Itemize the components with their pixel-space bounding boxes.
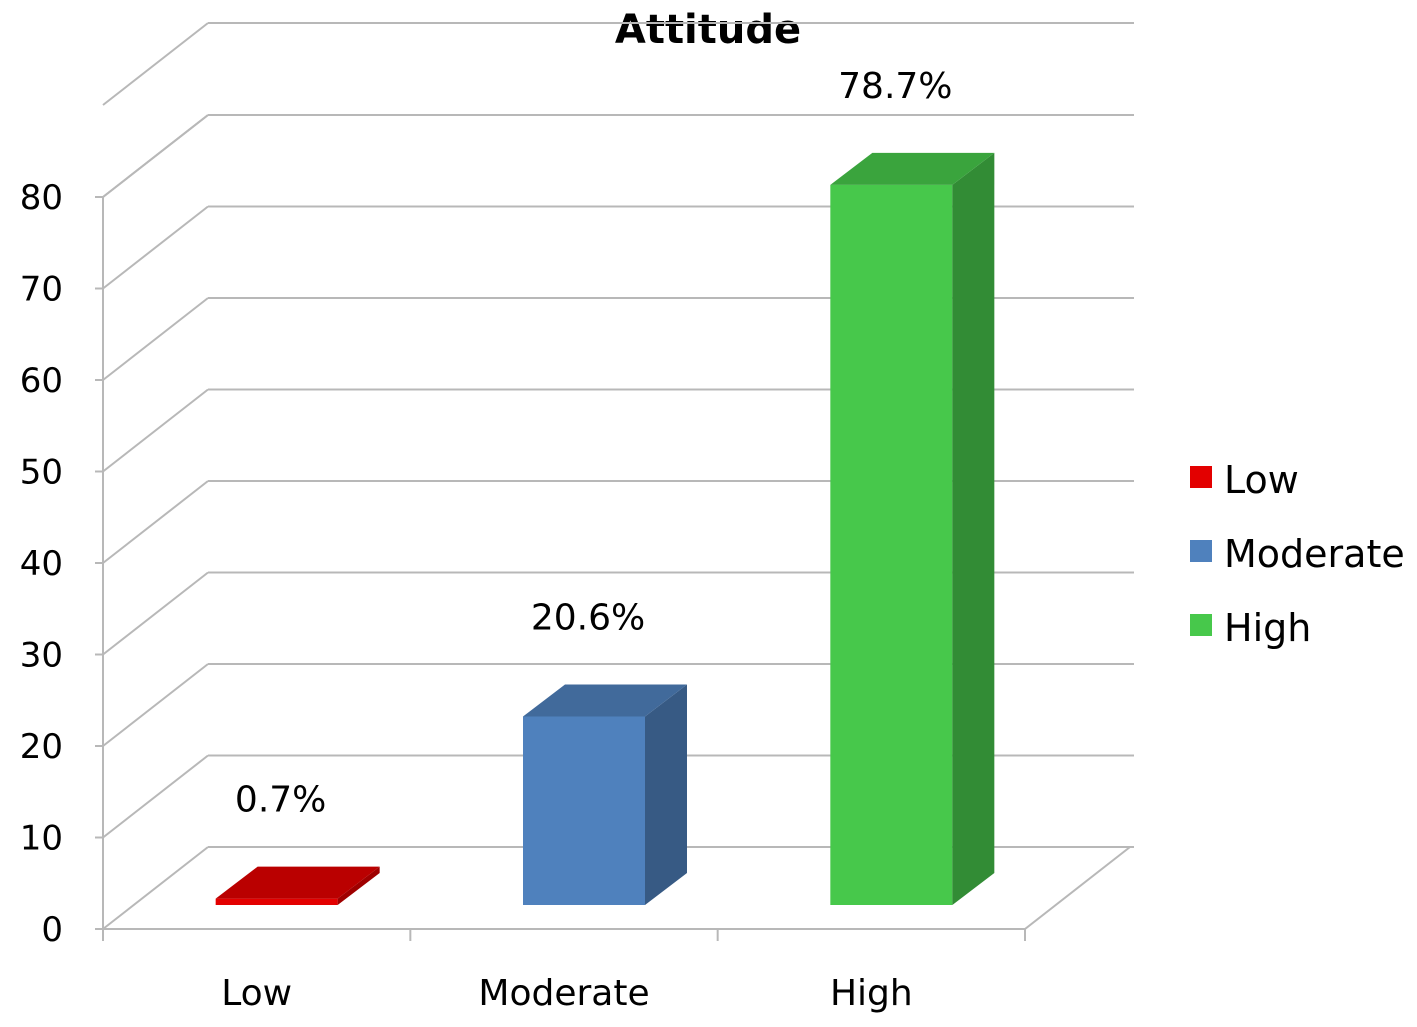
bar-front bbox=[830, 184, 953, 905]
bar-front bbox=[215, 898, 338, 905]
legend-entry: Low bbox=[1190, 458, 1299, 502]
legend-swatch bbox=[1190, 614, 1212, 636]
legend: Low Moderate High bbox=[1190, 458, 1405, 650]
data-label: 20.6% bbox=[531, 598, 645, 639]
y-tick-labels: 0 10 20 30 40 50 60 70 80 bbox=[20, 178, 63, 950]
bars bbox=[215, 152, 995, 905]
wall-top-diagonal bbox=[102, 22, 209, 106]
chart-title: Attitude bbox=[615, 7, 801, 53]
data-labels: 0.7% 20.6% 78.7% bbox=[235, 66, 953, 821]
y-tick-label: 0 bbox=[41, 910, 63, 950]
bar-top bbox=[830, 152, 995, 185]
legend-swatch bbox=[1190, 540, 1212, 562]
y-tick-label: 50 bbox=[20, 453, 63, 493]
x-category-label: Moderate bbox=[478, 973, 649, 1014]
y-tick-label: 70 bbox=[20, 270, 63, 310]
bar-top bbox=[523, 684, 687, 717]
legend-entry: High bbox=[1190, 606, 1311, 650]
y-tick-label: 30 bbox=[20, 636, 63, 676]
wall-top-edge bbox=[102, 114, 209, 198]
y-tick-label: 10 bbox=[20, 819, 63, 859]
bar-high bbox=[830, 152, 995, 905]
bar-top bbox=[215, 866, 380, 899]
axes bbox=[95, 196, 1131, 941]
y-tick-label: 60 bbox=[20, 361, 63, 401]
legend-entry: Moderate bbox=[1190, 532, 1405, 576]
bar-side bbox=[645, 684, 687, 905]
category-labels: Low Moderate High bbox=[221, 973, 912, 1014]
x-category-label: High bbox=[830, 973, 913, 1014]
legend-label: Moderate bbox=[1224, 532, 1405, 576]
data-label: 0.7% bbox=[235, 780, 326, 821]
data-label: 78.7% bbox=[838, 66, 952, 107]
bar-front bbox=[523, 716, 645, 905]
legend-label: High bbox=[1224, 606, 1311, 650]
y-tick-label: 40 bbox=[20, 544, 63, 584]
y-tick-label: 80 bbox=[20, 178, 63, 218]
x-category-label: Low bbox=[221, 973, 292, 1014]
legend-swatch bbox=[1190, 466, 1212, 488]
y-tick-label: 20 bbox=[20, 727, 63, 767]
bar-side bbox=[952, 152, 995, 905]
bar-side bbox=[337, 866, 380, 905]
bar-moderate bbox=[523, 684, 687, 905]
bar-low bbox=[215, 866, 380, 905]
legend-label: Low bbox=[1224, 458, 1299, 502]
